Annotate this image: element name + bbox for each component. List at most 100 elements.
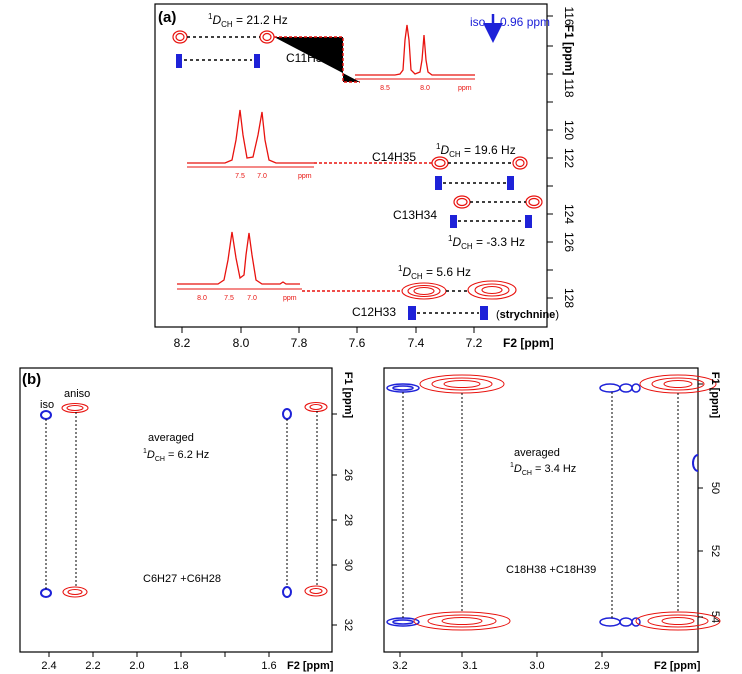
coupling-c13h34: 1DCH = -3.3 Hz (448, 234, 525, 251)
inset-tick: 7.5 (224, 295, 234, 302)
y-axis-label: F1 [ppm] (342, 372, 354, 419)
peak-iso (450, 215, 457, 228)
x-axis-label: F2 [ppm] (287, 660, 334, 672)
y-tick-label: 116 (562, 6, 576, 25)
y-tick-label: 122 (562, 148, 576, 168)
group-label-c18h38: C18H38 +C18H39 (506, 564, 596, 576)
inset-unit: ppm (458, 85, 472, 92)
compound-label: (strychnine) (496, 309, 559, 321)
coupling-c6h27: 1DCH = 6.2 Hz (143, 448, 209, 463)
panel-b-right-y-axis: F1 [ppm] 50 52 54 (698, 372, 721, 623)
peak-iso (692, 454, 699, 472)
peak-iso (599, 617, 641, 627)
x-tick-label: 7.4 (408, 336, 425, 350)
inset-tick: 7.5 (235, 173, 245, 180)
coupling-c11h32: 1DCH = 21.2 Hz (208, 12, 288, 29)
peak-aniso (401, 282, 447, 300)
x-axis-label: F2 [ppm] (654, 660, 701, 672)
y-tick-label: 50 (709, 482, 721, 494)
iso-label: iso (40, 399, 54, 411)
inset-tick: 7.0 (257, 173, 267, 180)
peak-aniso (413, 611, 511, 631)
panel-b-left: (b) iso aniso (19, 367, 354, 672)
averaged-label: averaged (514, 447, 560, 459)
y-tick-label: 120 (562, 120, 576, 140)
x-tick-label: 1.6 (261, 660, 276, 672)
peak-aniso (304, 585, 328, 597)
panel-a-frame (154, 3, 548, 328)
peak-aniso (62, 586, 88, 598)
peak-iso (386, 383, 420, 393)
inset-tick: 8.0 (420, 85, 430, 92)
peak-iso (507, 176, 514, 190)
panel-b-left-y-axis: F1 [ppm] 26 28 30 32 (332, 372, 354, 631)
y-axis-label: F1 [ppm] (562, 25, 576, 76)
peak-iso (282, 586, 292, 598)
peak-iso (254, 54, 260, 68)
y-axis-label: F1 [ppm] (709, 372, 721, 419)
group-label-c6h27: C6H27 +C6H28 (143, 573, 221, 585)
y-tick-label: 54 (709, 611, 721, 623)
peak-aniso (61, 402, 89, 414)
y-tick-label: 118 (562, 78, 576, 97)
coupling-c18h38: 1DCH = 3.4 Hz (510, 462, 576, 477)
spectrum-inset-1: 8.5 8.0 ppm (355, 24, 475, 92)
x-tick-label: 2.2 (85, 660, 100, 672)
peak-aniso (431, 156, 449, 170)
y-tick-label: 52 (709, 545, 721, 557)
peak-iso (408, 306, 416, 320)
panel-b-right: averaged 1DCH = 3.4 Hz C18H38 +C18H39 3.… (383, 367, 721, 672)
x-tick-label: 3.0 (529, 660, 544, 672)
iso-label: iso (470, 15, 486, 29)
y-tick-label: 126 (562, 232, 576, 252)
iso-shift-value: 0.96 ppm (500, 15, 550, 29)
inset-tick: 8.0 (197, 295, 207, 302)
peak-aniso (259, 30, 275, 44)
y-tick-label: 26 (342, 469, 354, 481)
spectrum-inset-2: 7.5 7.0 ppm (187, 109, 314, 180)
peak-aniso (304, 401, 328, 413)
peak-aniso (639, 374, 717, 394)
panel-a-label: (a) (158, 9, 176, 26)
aniso-label: aniso (64, 388, 90, 400)
peak-aniso (172, 30, 188, 44)
inset-tick: 8.5 (380, 85, 390, 92)
peak-aniso (419, 374, 505, 394)
inset-unit: ppm (283, 295, 297, 302)
x-tick-label: 2.9 (594, 660, 609, 672)
group-label-c13h34: C13H34 (393, 208, 437, 222)
x-tick-label: 8.0 (233, 336, 250, 350)
x-tick-label: 7.6 (349, 336, 366, 350)
group-label-c12h33: C12H33 (352, 305, 396, 319)
x-tick-label: 2.4 (41, 660, 56, 672)
panel-b-right-x-axis: 3.2 3.1 3.0 2.9 F2 [ppm] (392, 652, 701, 672)
x-tick-label: 1.8 (173, 660, 188, 672)
coupling-c12h33: 1DCH = 5.6 Hz (398, 264, 471, 281)
x-tick-label: 2.0 (129, 660, 144, 672)
connector-line (274, 36, 360, 83)
y-tick-label: 128 (562, 288, 576, 308)
inset-tick: 7.0 (247, 295, 257, 302)
peak-iso (525, 215, 532, 228)
y-tick-label: 30 (342, 559, 354, 571)
spectrum-inset-3: 8.0 7.5 7.0 ppm (177, 231, 302, 302)
x-tick-label: 3.1 (462, 660, 477, 672)
panel-b-left-x-axis: 2.4 2.2 2.0 1.8 1.6 F2 [ppm] (41, 652, 334, 672)
panel-a-x-axis: 8.2 8.0 7.8 7.6 7.4 7.2 F2 [ppm] (174, 327, 554, 350)
y-tick-label: 28 (342, 514, 354, 526)
inset-unit: ppm (298, 173, 312, 180)
y-tick-label: 32 (342, 619, 354, 631)
peak-aniso (512, 156, 528, 170)
y-tick-label: 124 (562, 204, 576, 224)
peak-iso (282, 408, 292, 420)
x-tick-label: 8.2 (174, 336, 191, 350)
averaged-label: averaged (148, 432, 194, 444)
x-tick-label: 3.2 (392, 660, 407, 672)
peak-iso (176, 54, 182, 68)
peak-iso (40, 588, 52, 598)
peak-aniso (453, 195, 471, 209)
x-tick-label: 7.8 (291, 336, 308, 350)
peak-aniso (635, 611, 721, 631)
panel-b-right-frame (383, 367, 699, 653)
